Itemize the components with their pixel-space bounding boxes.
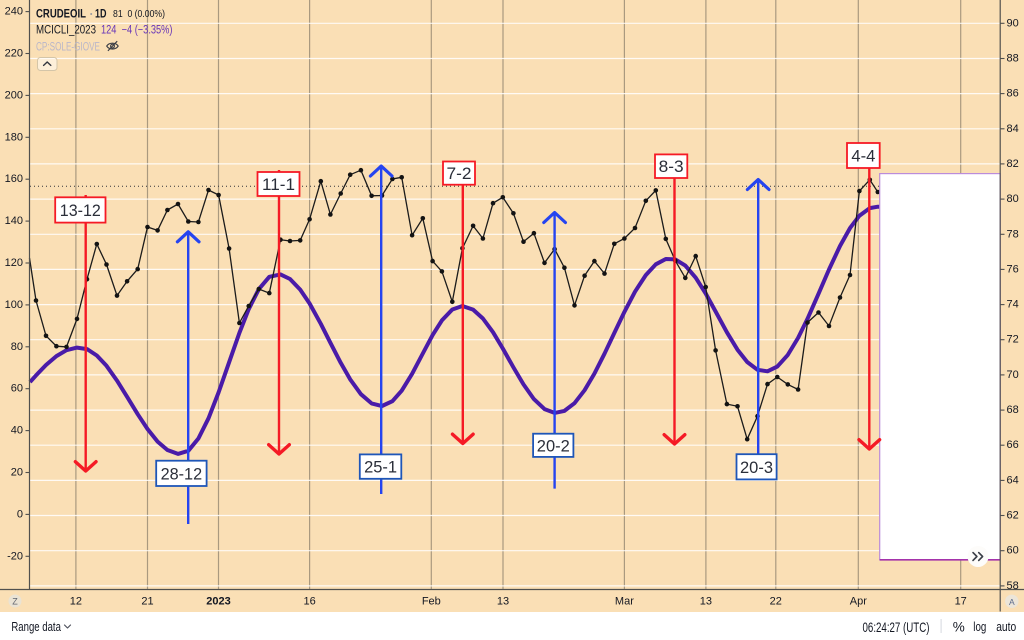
svg-text:60: 60 [1007,545,1019,557]
svg-text:64: 64 [1007,474,1019,486]
svg-text:Range data: Range data [11,620,61,634]
svg-text:16: 16 [303,596,315,608]
svg-text:25-1: 25-1 [364,458,397,477]
svg-text:1D: 1D [95,7,107,21]
svg-text:120: 120 [5,257,23,269]
svg-text:2023: 2023 [206,596,230,608]
svg-text:74: 74 [1007,299,1019,311]
svg-text:200: 200 [5,89,23,101]
svg-text:CRUDEOIL: CRUDEOIL [36,7,86,21]
svg-text:13: 13 [497,596,509,608]
svg-text:4-4: 4-4 [851,147,875,166]
svg-text:58: 58 [1007,580,1019,592]
svg-text:7-2: 7-2 [447,164,472,183]
svg-text:22: 22 [770,596,782,608]
svg-text:68: 68 [1007,404,1019,416]
svg-text:62: 62 [1007,510,1019,522]
svg-text:13: 13 [700,596,712,608]
svg-text:Z: Z [12,597,18,607]
svg-text:240: 240 [5,6,23,18]
svg-text:140: 140 [5,215,23,227]
svg-text:CP:SOLE-GIOVE: CP:SOLE-GIOVE [36,41,100,53]
svg-text:76: 76 [1007,263,1019,275]
svg-text:Feb: Feb [422,596,441,608]
svg-text:17: 17 [955,596,967,608]
svg-text:11-1: 11-1 [262,175,295,194]
svg-text:20: 20 [11,467,23,479]
svg-text:%: % [953,620,965,635]
svg-text:180: 180 [5,131,23,143]
svg-text:log: log [973,620,986,634]
svg-text:21: 21 [141,596,153,608]
svg-text:72: 72 [1007,334,1019,346]
svg-text:84: 84 [1007,123,1019,135]
svg-text:88: 88 [1007,53,1019,65]
svg-text:220: 220 [5,48,23,60]
svg-text:auto: auto [996,620,1016,634]
svg-text:-20: -20 [7,550,23,562]
svg-text:13-12: 13-12 [60,201,101,220]
svg-text:40: 40 [11,425,23,437]
svg-text:80: 80 [11,341,23,353]
svg-text:160: 160 [5,173,23,185]
svg-text:Mar: Mar [615,596,634,608]
svg-text:12: 12 [70,596,82,608]
svg-text:20-2: 20-2 [537,436,570,455]
svg-text:90: 90 [1007,17,1019,29]
svg-text:60: 60 [11,383,23,395]
svg-text:Apr: Apr [850,596,867,608]
svg-text:78: 78 [1007,228,1019,240]
svg-text:0: 0 [17,508,23,520]
svg-text:66: 66 [1007,439,1019,451]
svg-text:20-3: 20-3 [740,458,773,477]
svg-text:8-3: 8-3 [659,157,684,176]
svg-text:86: 86 [1007,88,1019,100]
svg-text:A: A [1009,597,1015,607]
svg-text:MCICLI_2023: MCICLI_2023 [36,25,96,37]
svg-text:100: 100 [5,299,23,311]
svg-text:81 0 (0.00%): 81 0 (0.00%) [113,8,165,20]
svg-text:82: 82 [1007,158,1019,170]
svg-text:06:24:27 (UTC): 06:24:27 (UTC) [863,619,930,635]
svg-text:124 −4 (−3.35%): 124 −4 (−3.35%) [101,25,173,37]
svg-text:28-12: 28-12 [161,464,203,483]
svg-text:70: 70 [1007,369,1019,381]
svg-text:80: 80 [1007,193,1019,205]
